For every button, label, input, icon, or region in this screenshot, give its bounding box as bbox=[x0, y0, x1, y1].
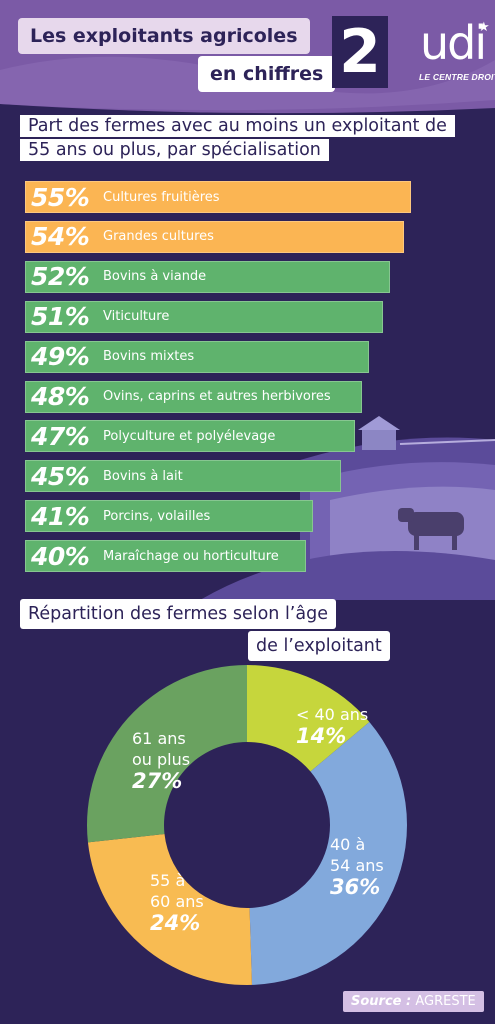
bar-chart-title-text: Part des fermes avec au moins un exploit… bbox=[20, 115, 455, 161]
slice-category-text: 40 à bbox=[330, 835, 365, 854]
slice-category-text: 60 ans bbox=[150, 892, 204, 911]
donut-slice-2 bbox=[249, 721, 407, 985]
star-icon: ★ bbox=[478, 19, 490, 34]
donut-chart-title: Répartition des fermes selon l’âge de l’… bbox=[20, 599, 440, 661]
bar-category-label: Viticulture bbox=[103, 309, 170, 325]
barn-icon bbox=[358, 416, 400, 450]
slice-percent-text: 24% bbox=[150, 911, 200, 935]
bar-category-label: Bovins à lait bbox=[103, 468, 183, 484]
donut-slice-4 bbox=[86, 665, 247, 843]
bar-category-label: Ovins, caprins et autres herbivores bbox=[103, 389, 331, 404]
bar-category-label: Grandes cultures bbox=[103, 229, 214, 245]
bar-percent-label: 47% bbox=[31, 421, 90, 451]
bar-percent-label: 45% bbox=[31, 461, 90, 491]
slice-percent-text: 14% bbox=[296, 724, 346, 748]
slice-category-text: < 40 ans bbox=[296, 705, 368, 724]
bar-8: 45% Bovins à lait bbox=[25, 460, 341, 493]
slice-category-text: ou plus bbox=[132, 750, 190, 769]
bar-5: 49% Bovins mixtes bbox=[25, 340, 369, 373]
bar-7: 47% Polyculture et polyélevage bbox=[25, 420, 355, 453]
donut-slice-1 bbox=[247, 665, 370, 772]
bar-percent-label: 41% bbox=[31, 501, 90, 531]
bar-category-label: Porcins, volailles bbox=[103, 508, 211, 524]
bar-3: 52% Bovins à viande bbox=[25, 260, 390, 293]
slice-percent-text: 27% bbox=[132, 769, 182, 793]
header-number-badge: 2 bbox=[332, 16, 388, 88]
header-title-line1: Les exploitants agricoles bbox=[18, 18, 310, 54]
slice-category-text: 54 ans bbox=[330, 856, 384, 875]
bar-percent-label: 52% bbox=[31, 262, 90, 292]
source-name: AGRESTE bbox=[415, 994, 476, 1009]
source-note: Source : AGRESTE bbox=[343, 991, 484, 1012]
bar-percent-label: 49% bbox=[31, 342, 90, 372]
header-title-line2: en chiffres bbox=[198, 56, 336, 92]
slice-category-text: 61 ans bbox=[132, 729, 186, 748]
bar-4: 51% Viticulture bbox=[25, 300, 383, 333]
udi-logo: udi bbox=[420, 16, 487, 70]
bar-percent-label: 48% bbox=[31, 382, 90, 411]
farm-landscape-illustration bbox=[200, 416, 495, 600]
donut-chart-title-line1: Répartition des fermes selon l’âge bbox=[20, 599, 336, 629]
bar-category-label: Bovins mixtes bbox=[103, 349, 195, 365]
logo-tagline: LE CENTRE DROIT bbox=[419, 72, 495, 82]
bar-percent-label: 54% bbox=[31, 222, 90, 252]
bar-chart-title: Part des fermes avec au moins un exploit… bbox=[20, 114, 460, 162]
bar-10: 40% Maraîchage ou horticulture bbox=[25, 540, 306, 573]
bar-percent-label: 51% bbox=[31, 302, 90, 332]
bar-category-label: Polyculture et polyélevage bbox=[103, 428, 276, 444]
bar-9: 41% Porcins, volailles bbox=[25, 500, 313, 533]
bar-percent-label: 40% bbox=[31, 541, 90, 571]
donut-slice-3 bbox=[87, 834, 252, 985]
bar-category-label: Maraîchage ou horticulture bbox=[103, 548, 279, 564]
bar-category-label: Cultures fruitières bbox=[103, 189, 220, 205]
bar-2: 54% Grandes cultures bbox=[25, 220, 404, 253]
bar-6: 48% Ovins, caprins et autres herbivores bbox=[25, 380, 362, 413]
bar-1: 55% Cultures fruitières bbox=[25, 181, 411, 213]
slice-percent-text: 36% bbox=[330, 875, 380, 899]
donut-chart-title-line2: de l’exploitant bbox=[248, 631, 390, 661]
source-prefix: Source : bbox=[351, 994, 412, 1009]
bar-category-label: Bovins à viande bbox=[103, 269, 207, 285]
slice-category-text: 55 à bbox=[150, 871, 185, 890]
bar-percent-label: 55% bbox=[31, 182, 90, 212]
cow-icon bbox=[398, 508, 464, 550]
